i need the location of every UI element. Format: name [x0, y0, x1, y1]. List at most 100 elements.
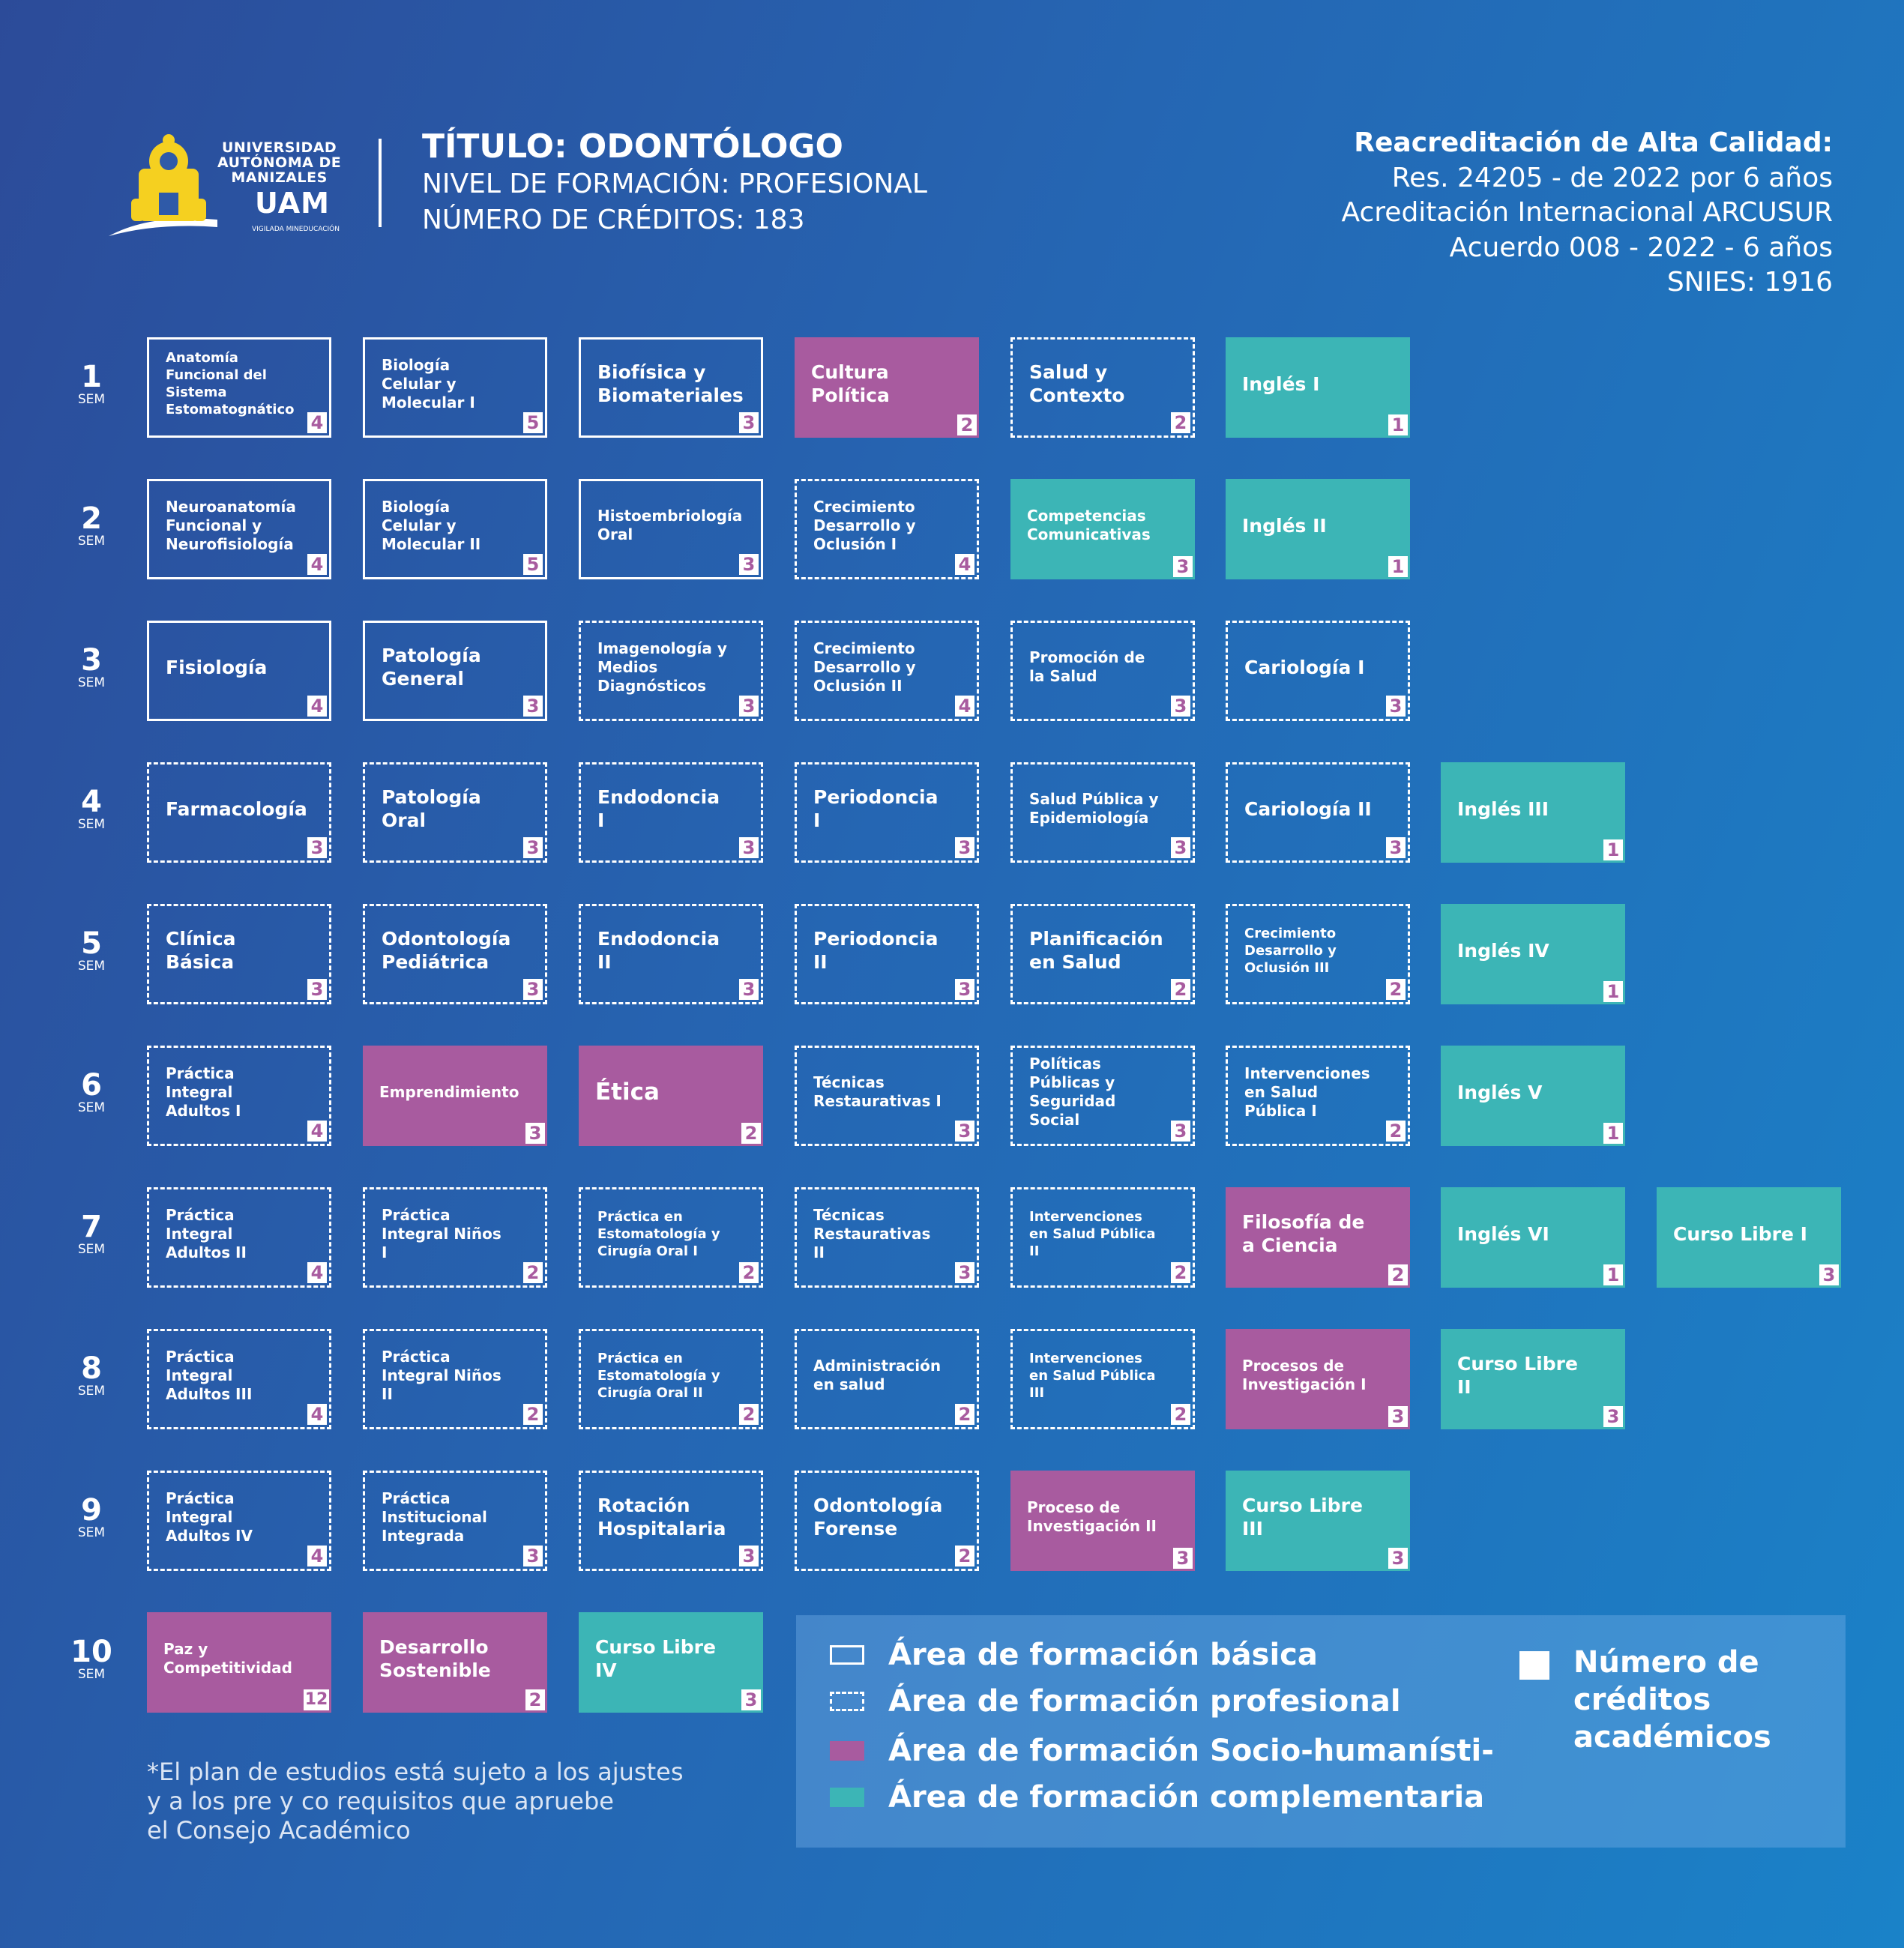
- legend-swatch: [1519, 1651, 1549, 1680]
- credit-badge: 4: [307, 1404, 327, 1425]
- course-name: Anatomía Funcional del Sistema Estomatog…: [166, 350, 295, 417]
- footnote: *El plan de estudios está sujeto a los a…: [147, 1758, 684, 1845]
- credit-badge: 3: [307, 979, 327, 1000]
- accreditation-line: Acreditación Internacional ARCUSUR: [1341, 197, 1834, 228]
- course-name: Práctica Integral Adultos III: [166, 1347, 253, 1403]
- course-name: Práctica Integral Niños II: [382, 1347, 501, 1403]
- credit-badge: 2: [739, 1404, 759, 1425]
- course-card: Administración en salud 2: [795, 1329, 979, 1429]
- course-card: Salud Pública y Epidemiología 3: [1010, 762, 1195, 863]
- semester-abbrev: SEM: [77, 1384, 106, 1399]
- semester-label: 6 SEM: [46, 1070, 136, 1115]
- course-name: Crecimiento Desarrollo y Oclusión I: [813, 497, 916, 553]
- course-card: Cariología II 3: [1226, 762, 1410, 863]
- credit-badge: 3: [1171, 696, 1190, 717]
- course-name: Ética: [595, 1079, 660, 1106]
- course-card: Rotación Hospitalaria 3: [579, 1471, 763, 1571]
- course-name: Biología Celular y Molecular II: [382, 497, 481, 553]
- course-name: Curso Libre III: [1242, 1495, 1363, 1540]
- course-card: Curso Libre III 3: [1226, 1471, 1410, 1571]
- course-name: Procesos de Investigación I: [1242, 1357, 1367, 1393]
- course-name: Inglés VI: [1457, 1222, 1549, 1245]
- semester-abbrev: SEM: [77, 817, 106, 832]
- course-name: Práctica Institucional Integrada: [382, 1489, 487, 1545]
- credit-badge: 3: [955, 837, 974, 858]
- course-card: Práctica Integral Niños I 2: [363, 1187, 547, 1288]
- course-card: Competencias Comunicativas 3: [1010, 479, 1195, 579]
- legend-item-credits: Número de créditos académicos: [1519, 1644, 1873, 1756]
- credit-badge: 1: [1603, 981, 1623, 1002]
- course-card: Intervenciones en Salud Pública II 2: [1010, 1187, 1195, 1288]
- semester-label: 8 SEM: [46, 1353, 136, 1398]
- credit-badge: 2: [525, 1689, 545, 1710]
- credit-badge: 2: [955, 1546, 974, 1566]
- course-card: Políticas Públicas y Seguridad Social 3: [1010, 1046, 1195, 1146]
- credit-badge: 3: [955, 979, 974, 1000]
- credit-badge: 3: [1388, 1406, 1408, 1427]
- building-icon: [109, 134, 217, 236]
- course-name: Inglés I: [1242, 373, 1320, 395]
- credit-badge: 5: [523, 412, 543, 433]
- course-name: Cariología II: [1244, 797, 1372, 820]
- course-name: Desarrollo Sostenible: [379, 1636, 491, 1681]
- credit-badge: 2: [1171, 1404, 1190, 1425]
- course-card: Endodoncia I 3: [579, 762, 763, 863]
- course-name: Crecimiento Desarrollo y Oclusión III: [1244, 925, 1337, 976]
- semester-label: 10 SEM: [46, 1636, 136, 1681]
- credit-badge: 3: [1171, 837, 1190, 858]
- course-name: Neuroanatomía Funcional y Neurofisiologí…: [166, 497, 296, 553]
- credit-badge: 2: [741, 1123, 761, 1144]
- course-card: Técnicas Restaurativas I 3: [795, 1046, 979, 1146]
- course-name: Administración en salud: [813, 1357, 942, 1393]
- credit-badge: 2: [523, 1404, 543, 1425]
- course-card: Imagenología y Medios Diagnósticos 3: [579, 621, 763, 721]
- legend-item-basica: Área de formación básica: [830, 1638, 1318, 1672]
- course-name: Intervenciones en Salud Pública I: [1244, 1064, 1370, 1120]
- credit-badge: 5: [523, 554, 543, 575]
- program-title: TÍTULO: ODONTÓLOGO: [422, 127, 843, 166]
- course-name: Periodoncia II: [813, 928, 939, 973]
- course-name: Proceso de Investigación II: [1027, 1498, 1157, 1535]
- credit-badge: 2: [523, 1262, 543, 1283]
- course-card: Periodoncia II 3: [795, 904, 979, 1004]
- credit-badge: 4: [307, 412, 327, 433]
- logo-acronym: UAM: [255, 187, 330, 220]
- course-card: Biología Celular y Molecular II 5: [363, 479, 547, 579]
- course-name: Cariología I: [1244, 656, 1365, 678]
- course-name: Práctica en Estomatología y Cirugía Oral…: [597, 1208, 720, 1259]
- course-card: Práctica en Estomatología y Cirugía Oral…: [579, 1187, 763, 1288]
- accreditation-info: Reacreditación de Alta Calidad: Res. 242…: [1342, 126, 1834, 301]
- credit-badge: 3: [523, 696, 543, 717]
- credit-badge: 2: [1388, 1264, 1408, 1285]
- course-name: Técnicas Restaurativas II: [813, 1205, 931, 1261]
- semester-number: 8: [81, 1351, 102, 1386]
- semester-number: 10: [70, 1635, 112, 1669]
- course-name: Inglés V: [1457, 1081, 1543, 1103]
- course-card: Neuroanatomía Funcional y Neurofisiologí…: [147, 479, 331, 579]
- course-card: Promoción de la Salud 3: [1010, 621, 1195, 721]
- credit-badge: 12: [304, 1689, 329, 1710]
- course-name: Práctica en Estomatología y Cirugía Oral…: [597, 1350, 720, 1401]
- course-card: Emprendimiento 3: [363, 1046, 547, 1146]
- semester-abbrev: SEM: [77, 392, 106, 407]
- course-card: Curso Libre II 3: [1441, 1329, 1625, 1429]
- course-card: Técnicas Restaurativas II 3: [795, 1187, 979, 1288]
- credit-badge: 3: [1603, 1406, 1623, 1427]
- semester-label: 4 SEM: [46, 786, 136, 831]
- credit-badge: 2: [1386, 979, 1406, 1000]
- credit-badge: 3: [741, 1689, 761, 1710]
- legend-swatch: [830, 1741, 864, 1761]
- credit-badge: 3: [955, 1121, 974, 1142]
- course-name: Endodoncia II: [597, 928, 720, 973]
- course-name: Biofísica y Biomateriales: [597, 361, 744, 406]
- course-name: Curso Libre IV: [595, 1636, 716, 1681]
- credit-badge: 2: [739, 1262, 759, 1283]
- course-card: Práctica Integral Adultos IV 4: [147, 1471, 331, 1571]
- credit-badge: 4: [307, 696, 327, 717]
- course-name: Fisiología: [166, 656, 268, 678]
- semester-label: 5 SEM: [46, 928, 136, 973]
- credit-badge: 1: [1388, 414, 1408, 435]
- credit-badge: 1: [1603, 1264, 1623, 1285]
- credit-badge: 3: [307, 837, 327, 858]
- course-card: Curso Libre IV 3: [579, 1612, 763, 1713]
